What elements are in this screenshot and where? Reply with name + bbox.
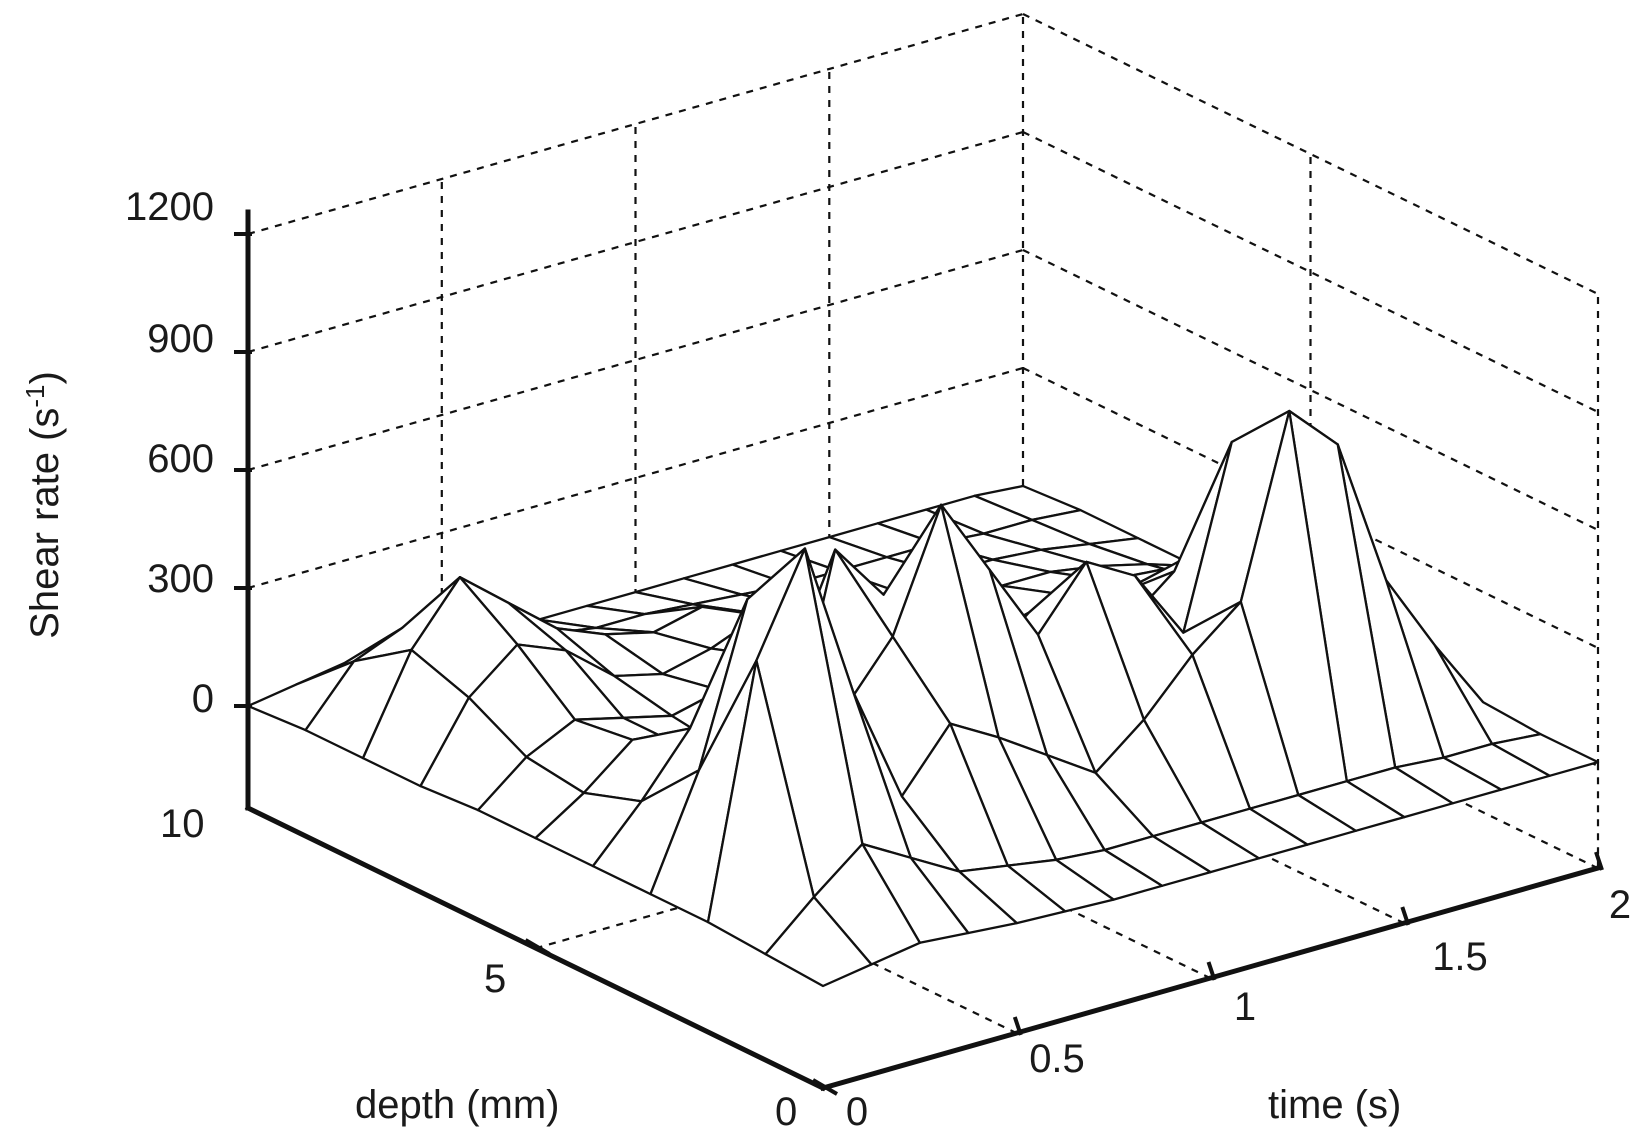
grid-line-z-right-wall-2 [1022,249,1599,531]
time-axis-title: time (s) [1268,1083,1401,1127]
time-tick-label-2: 2 [1609,883,1631,927]
depth-axis-title: depth (mm) [355,1083,560,1127]
z-tick-label-300: 300 [147,557,214,601]
time-tick-label-1-5: 1.5 [1432,935,1488,979]
depth-tick-label-10: 10 [160,802,205,846]
shear-rate-axis-title: Shear rate (s-1) [20,371,67,639]
time-axis-tick-1 [1206,961,1217,981]
depth-tick-label-0: 0 [775,1090,797,1132]
time-tick-label-1: 1 [1234,985,1256,1029]
depth-axis-tick-1 [524,938,551,956]
shear-rate-axis-title-end: ) [23,371,67,384]
surface-cell-d0-t0 [764,895,873,988]
surface-layer [246,409,1600,988]
z-tick-label-1200: 1200 [125,185,214,229]
depth-axis-tick-0 [811,1078,839,1096]
time-tick-label-0-5: 0.5 [1029,1037,1085,1081]
labels-layer: 0 300 600 900 1200 10 5 0 0 0.5 1 1.5 2 … [20,185,1631,1132]
grid-line-z-right-wall-4 [1022,13,1599,295]
axes-layer [234,209,1604,1096]
time-tick-label-0: 0 [846,1090,868,1132]
z-tick-label-0: 0 [192,677,214,721]
shear-rate-axis-title-sup: -1 [20,384,50,407]
depth-tick-label-5: 5 [484,957,506,1001]
z-tick-label-600: 600 [147,437,214,481]
time-axis-line [819,864,1602,1092]
z-tick-label-900: 900 [147,317,214,361]
time-axis-tick-3 [1594,851,1604,871]
shear-rate-axis-title-main: Shear rate (s [23,408,67,639]
time-axis-tick-2 [1400,906,1411,926]
grid-line-z-right-wall-3 [1022,131,1599,413]
time-axis-tick-0 [1012,1016,1023,1036]
grid-line-z-right-wall-1 [1022,367,1599,649]
